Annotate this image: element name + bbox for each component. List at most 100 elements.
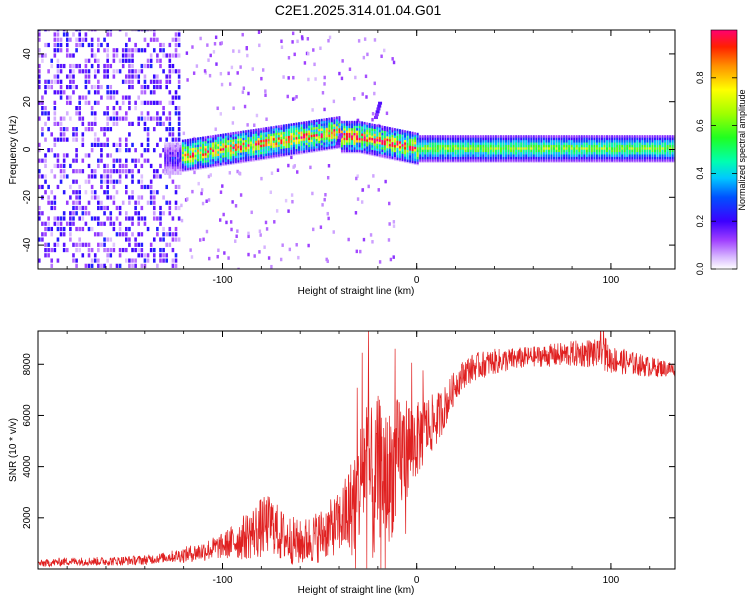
- heatmap-cell: [391, 127, 394, 131]
- heatmap-cell: [343, 137, 346, 141]
- heatmap-cell: [575, 139, 578, 143]
- heatmap-cell: [416, 156, 419, 160]
- heatmap-cell: [593, 147, 596, 150]
- heatmap-cell: [595, 144, 598, 148]
- heatmap-cell: [293, 164, 296, 168]
- heatmap-cell: [313, 139, 316, 142]
- heatmap-cell: [371, 130, 374, 134]
- heatmap-cell: [366, 141, 369, 145]
- heatmap-cell: [406, 130, 409, 134]
- heatmap-cell: [93, 30, 97, 32]
- heatmap-cell: [181, 153, 184, 157]
- heatmap-cell: [464, 151, 467, 155]
- heatmap-cell: [171, 69, 175, 74]
- heatmap-cell: [310, 134, 313, 138]
- heatmap-cell: [232, 136, 235, 140]
- heatmap-cell: [50, 258, 54, 263]
- heatmap-cell: [308, 130, 311, 133]
- heatmap-cell: [100, 95, 103, 100]
- heatmap-cell: [255, 128, 258, 132]
- heatmap-cell: [482, 154, 485, 157]
- heatmap-cell: [112, 200, 116, 205]
- heatmap-cell: [469, 137, 472, 141]
- heatmap-cell: [262, 139, 265, 143]
- heatmap-cell: [598, 151, 601, 155]
- heatmap-cell: [93, 195, 97, 200]
- heatmap-cell: [295, 129, 298, 133]
- heatmap-cell: [146, 142, 150, 148]
- heatmap-cell: [100, 84, 103, 90]
- heatmap-cell: [84, 153, 88, 158]
- heatmap-cell: [285, 124, 288, 127]
- heatmap-cell: [217, 134, 220, 137]
- heatmap-cell: [267, 150, 270, 154]
- heatmap-cell: [522, 147, 525, 150]
- heatmap-cell: [396, 133, 399, 137]
- heatmap-cell: [346, 127, 348, 131]
- heatmap-cell: [38, 142, 41, 148]
- heatmap-cell: [315, 138, 318, 142]
- heatmap-cell: [118, 106, 122, 111]
- heatmap-cell: [593, 149, 596, 153]
- heatmap-cell: [41, 232, 44, 237]
- heatmap-cell: [563, 142, 566, 145]
- heatmap-cell: [328, 122, 331, 126]
- heatmap-cell: [44, 84, 47, 90]
- heatmap-cell: [100, 205, 103, 211]
- heatmap-cell: [125, 137, 128, 142]
- heatmap-cell: [280, 39, 283, 44]
- heatmap-cell: [494, 135, 497, 138]
- heatmap-cell: [371, 133, 374, 136]
- heatmap-cell: [275, 135, 278, 138]
- heatmap-cell: [363, 124, 366, 127]
- heatmap-cell: [361, 123, 364, 127]
- heatmap-cell: [121, 116, 125, 121]
- heatmap-cell: [209, 149, 212, 153]
- heatmap-cell: [638, 149, 641, 153]
- heatmap-cell: [305, 128, 308, 131]
- y-tick-label-snr: 8000: [22, 353, 33, 376]
- heatmap-cell: [162, 148, 165, 153]
- heatmap-cell: [205, 199, 208, 203]
- heatmap-cell: [411, 160, 414, 164]
- heatmap-cell: [623, 156, 626, 160]
- heatmap-cell: [628, 144, 631, 148]
- heatmap-cell: [406, 137, 409, 141]
- heatmap-cell: [335, 126, 338, 129]
- heatmap-cell: [234, 138, 237, 142]
- heatmap-cell: [234, 134, 237, 137]
- heatmap-cell: [162, 121, 165, 126]
- heatmap-cell: [152, 37, 156, 42]
- heatmap-cell: [530, 144, 533, 148]
- heatmap-cell: [143, 148, 147, 153]
- heatmap-cell: [545, 144, 548, 148]
- y-tick-label-spectrogram: 40: [22, 48, 33, 60]
- heatmap-cell: [227, 159, 230, 162]
- heatmap-cell: [237, 159, 240, 163]
- snr-xlabel: Height of straight line (km): [298, 585, 415, 596]
- heatmap-cell: [323, 130, 326, 133]
- heatmap-cell: [568, 139, 571, 143]
- heatmap-cell: [137, 221, 141, 226]
- heatmap-cell: [459, 159, 462, 162]
- heatmap-cell: [168, 116, 172, 121]
- heatmap-cell: [159, 42, 162, 48]
- heatmap-cell: [545, 151, 548, 155]
- heatmap-cell: [315, 141, 318, 144]
- heatmap-cell: [121, 100, 125, 105]
- heatmap-cell: [454, 142, 457, 145]
- heatmap-cell: [447, 159, 449, 162]
- heatmap-cell: [522, 135, 525, 138]
- heatmap-cell: [143, 79, 147, 84]
- heatmap-cell: [477, 151, 480, 155]
- heatmap-cell: [436, 147, 439, 150]
- heatmap-cell: [308, 120, 311, 124]
- heatmap-cell: [550, 149, 553, 153]
- heatmap-cell: [134, 263, 137, 268]
- heatmap-cell: [38, 53, 41, 58]
- heatmap-cell: [303, 145, 305, 148]
- heatmap-cell: [282, 153, 285, 156]
- heatmap-cell: [580, 154, 583, 157]
- heatmap-cell: [664, 147, 667, 150]
- heatmap-cell: [38, 184, 41, 190]
